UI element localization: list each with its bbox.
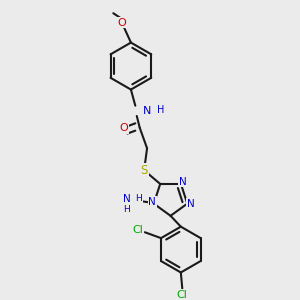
Text: N: N [178, 177, 186, 187]
Text: N: N [143, 106, 151, 116]
Text: H: H [123, 205, 130, 214]
Text: Cl: Cl [177, 290, 188, 300]
Text: N: N [148, 197, 156, 207]
Text: S: S [140, 164, 148, 177]
Text: Cl: Cl [132, 225, 143, 235]
Text: H: H [157, 104, 165, 115]
Text: H: H [135, 194, 142, 203]
Text: O: O [119, 123, 128, 133]
Text: O: O [118, 18, 127, 28]
Text: N: N [124, 194, 131, 204]
Text: N: N [187, 199, 195, 208]
